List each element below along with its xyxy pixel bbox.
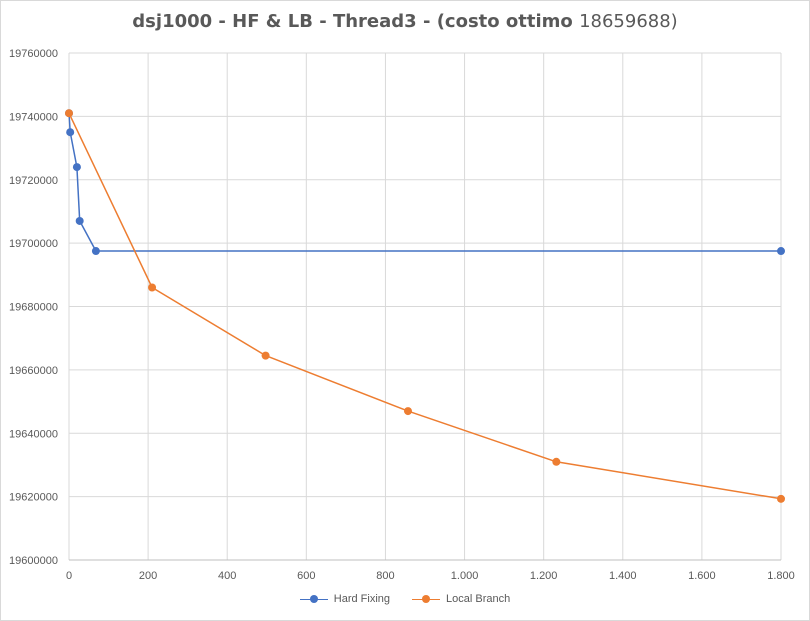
chart-title: dsj1000 - HF & LB - Thread3 - (costo ott… (1, 11, 809, 32)
data-point-hard-fixing (777, 247, 785, 256)
y-tick-label: 19640000 (9, 428, 58, 440)
legend-item-hard-fixing: Hard Fixing (299, 593, 391, 605)
x-tick-label: 400 (218, 570, 236, 582)
series-line-local-branch (68, 112, 782, 500)
y-tick-label: 19720000 (9, 175, 58, 187)
x-tick-label: 600 (297, 570, 315, 582)
x-tick-label: 1.600 (688, 570, 716, 582)
x-tick-label: 1.200 (530, 570, 558, 582)
legend-item-local-branch: Local Branch (412, 593, 510, 605)
x-tick-label: 200 (139, 570, 157, 582)
y-tick-label: 19620000 (9, 492, 58, 504)
legend-marker-hard-fixing (299, 595, 328, 603)
data-point-local-branch (403, 407, 412, 416)
y-tick-label: 19660000 (9, 365, 58, 377)
y-tick-label: 19600000 (9, 555, 58, 567)
legend: Hard Fixing Local Branch (1, 593, 809, 605)
x-tick-label: 0 (66, 570, 72, 582)
x-tick-label: 800 (376, 570, 394, 582)
y-tick-label: 19740000 (9, 111, 58, 123)
data-point-hard-fixing (72, 163, 81, 172)
data-point-hard-fixing (75, 216, 84, 225)
legend-marker-local-branch (412, 595, 441, 603)
y-tick-label: 19700000 (9, 238, 58, 250)
y-tick-label: 19680000 (9, 302, 58, 314)
data-point-hard-fixing (91, 247, 100, 256)
chart-title-optimum: 18659688) (579, 11, 678, 32)
x-tick-label: 1.000 (451, 570, 479, 582)
data-point-local-branch (552, 457, 561, 466)
y-tick-label: 19760000 (9, 48, 58, 60)
data-point-local-branch (65, 109, 73, 118)
legend-label-local-branch: Local Branch (446, 593, 511, 605)
x-tick-label: 1.800 (767, 570, 795, 582)
data-point-hard-fixing (66, 128, 75, 137)
data-point-local-branch (777, 494, 785, 503)
data-point-local-branch (261, 351, 270, 360)
legend-label-hard-fixing: Hard Fixing (333, 593, 391, 605)
chart-title-text: dsj1000 - HF & LB - Thread3 - (costo ott… (132, 11, 573, 32)
x-tick-label: 1.400 (609, 570, 637, 582)
data-point-local-branch (148, 283, 157, 292)
series-line-hard-fixing (68, 113, 781, 252)
